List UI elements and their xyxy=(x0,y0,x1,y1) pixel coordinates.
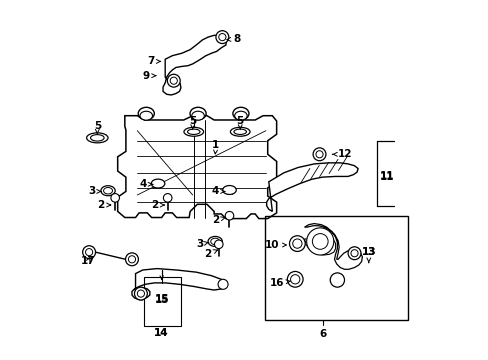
Text: 5: 5 xyxy=(236,116,244,129)
Circle shape xyxy=(218,279,227,289)
Ellipse shape xyxy=(140,111,152,120)
Circle shape xyxy=(134,287,147,300)
Text: 4: 4 xyxy=(140,179,153,189)
Text: 3: 3 xyxy=(196,239,208,249)
Ellipse shape xyxy=(103,188,112,194)
Text: 12: 12 xyxy=(332,149,352,159)
Polygon shape xyxy=(132,269,224,300)
Polygon shape xyxy=(304,234,335,255)
Text: 13: 13 xyxy=(361,247,375,257)
Ellipse shape xyxy=(232,107,248,120)
Circle shape xyxy=(329,273,344,287)
Polygon shape xyxy=(304,224,362,269)
Circle shape xyxy=(216,31,228,44)
Ellipse shape xyxy=(222,185,236,194)
Circle shape xyxy=(111,194,119,202)
Text: 5: 5 xyxy=(94,121,101,134)
Text: 7: 7 xyxy=(147,57,160,66)
Text: 1: 1 xyxy=(212,140,219,154)
Bar xyxy=(264,216,407,320)
Text: 3: 3 xyxy=(88,186,101,197)
Text: 15: 15 xyxy=(154,294,168,303)
Text: 2: 2 xyxy=(204,249,217,259)
Circle shape xyxy=(287,271,303,287)
Text: 14: 14 xyxy=(154,328,168,338)
Ellipse shape xyxy=(190,107,205,120)
Text: 9: 9 xyxy=(142,71,156,81)
Text: 8: 8 xyxy=(226,34,240,44)
Ellipse shape xyxy=(210,238,219,245)
Circle shape xyxy=(163,194,172,202)
Polygon shape xyxy=(266,163,357,211)
Text: 4: 4 xyxy=(211,186,224,197)
Text: 2: 2 xyxy=(97,200,110,210)
Ellipse shape xyxy=(230,127,249,136)
Circle shape xyxy=(82,246,95,258)
Text: 2: 2 xyxy=(212,215,225,225)
Ellipse shape xyxy=(187,129,200,134)
Circle shape xyxy=(125,253,138,266)
Text: 5: 5 xyxy=(189,116,196,129)
Text: 11: 11 xyxy=(379,172,393,182)
Polygon shape xyxy=(118,116,276,219)
Ellipse shape xyxy=(234,111,246,120)
Bar xyxy=(143,277,181,326)
Ellipse shape xyxy=(101,186,115,196)
Ellipse shape xyxy=(90,135,104,141)
Circle shape xyxy=(312,148,325,161)
Text: 13: 13 xyxy=(361,247,375,263)
Circle shape xyxy=(214,240,223,249)
Polygon shape xyxy=(163,35,226,95)
Circle shape xyxy=(289,236,305,251)
Text: 2: 2 xyxy=(150,200,164,210)
Circle shape xyxy=(167,74,180,87)
Text: 17: 17 xyxy=(81,256,95,266)
Text: 10: 10 xyxy=(264,240,286,250)
Text: 11: 11 xyxy=(379,171,393,181)
Text: 15: 15 xyxy=(154,295,168,305)
Ellipse shape xyxy=(86,133,108,143)
Ellipse shape xyxy=(151,179,164,188)
Circle shape xyxy=(225,211,233,220)
Text: 16: 16 xyxy=(269,278,290,288)
Text: 14: 14 xyxy=(154,328,168,338)
Circle shape xyxy=(347,247,360,260)
Ellipse shape xyxy=(191,111,204,120)
Circle shape xyxy=(306,228,333,255)
Text: 6: 6 xyxy=(319,329,326,339)
Ellipse shape xyxy=(183,127,203,136)
Ellipse shape xyxy=(233,129,246,134)
Ellipse shape xyxy=(207,237,222,247)
Ellipse shape xyxy=(138,107,154,120)
